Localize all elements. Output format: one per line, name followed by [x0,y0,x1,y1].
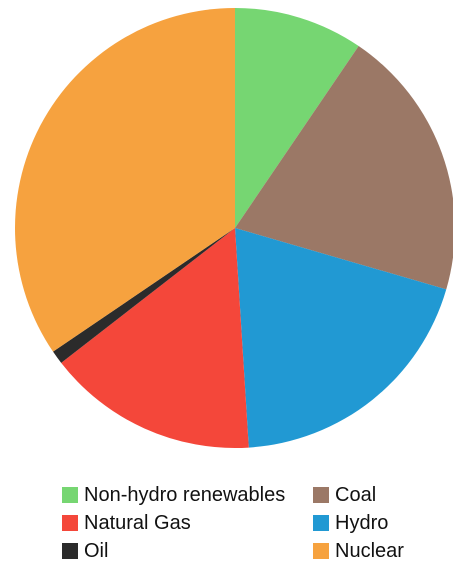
legend-swatch [313,543,329,559]
pie-slice-non-hydro-renewables [235,8,359,228]
pie-slice-coal [235,46,453,290]
legend-item-hydro: Hydro [313,510,442,536]
pie-slice-natural-gas [61,228,249,449]
legend-label: Non-hydro renewables [84,483,286,506]
legend-item-natural-gas: Natural Gas [62,510,313,536]
legend-label: Coal [335,483,377,506]
legend-label: Natural Gas [84,511,191,534]
legend-swatch [62,515,78,531]
legend-label: Oil [84,539,109,562]
legend-item-coal: Coal [313,482,442,508]
legend-swatch [62,543,78,559]
legend-label: Nuclear [335,539,404,562]
pie-slice-hydro [235,228,447,448]
chart-legend: Non-hydro renewables Coal Natural Gas Hydro… [62,482,442,564]
legend-item-oil: Oil [62,538,313,564]
pie-slice-nuclear [14,8,235,352]
legend-item-non-hydro-renewables: Non-hydro renewables [62,482,313,508]
legend-swatch [313,487,329,503]
legend-swatch [62,487,78,503]
pie-chart [14,8,453,449]
legend-swatch [313,515,329,531]
pie-slice-oil [53,228,235,363]
legend-label: Hydro [335,511,389,534]
legend-item-nuclear: Nuclear [313,538,442,564]
